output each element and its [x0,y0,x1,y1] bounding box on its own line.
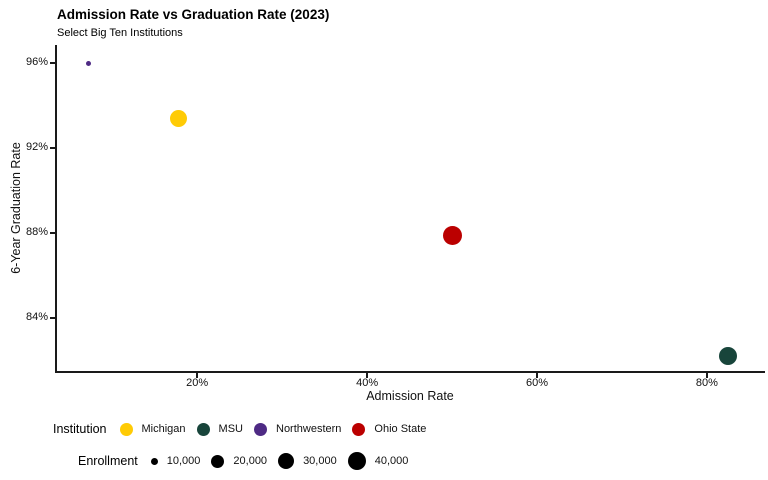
x-tick-mark [536,373,538,378]
enrollment-legend-title: Enrollment [78,454,138,468]
legend-item-msu: MSU [196,422,243,436]
x-tick-label: 40% [356,377,379,389]
size-20000-dot-icon [211,454,225,468]
legend-item-northwestern: Northwestern [254,422,342,436]
chart-subtitle: Select Big Ten Institutions [57,27,183,39]
size-key-label: 20,000 [233,455,268,467]
legend-item-michigan: Michigan [119,422,186,436]
y-tick-mark [50,232,55,234]
legend-item-ohio-state: Ohio State [352,422,427,436]
northwestern-dot-icon [254,422,267,436]
y-tick-mark [50,317,55,319]
x-tick-mark [366,373,368,378]
size-key-label: 30,000 [303,455,337,467]
y-tick-label: 88% [25,225,48,238]
size-key-30000: 30,000 [278,453,337,469]
size-10000-dot-icon [150,457,158,465]
data-point-michigan [169,109,187,127]
data-point-ohio-state [442,225,462,245]
plot-area [55,45,765,373]
legend-item-label: Northwestern [276,423,342,435]
y-tick-label: 96% [25,56,48,69]
size-40000-dot-icon [347,452,366,470]
legend-item-label: MSU [218,423,243,435]
size-key-label: 10,000 [166,455,201,467]
y-tick-mark [50,62,55,64]
michigan-dot-icon [119,422,133,436]
legend-item-label: Ohio State [374,423,427,435]
y-tick-mark [50,147,55,149]
size-30000-dot-icon [278,453,295,469]
x-tick-label: 20% [186,377,209,389]
y-tick-label: 84% [25,310,48,323]
size-key-40000: 40,000 [347,452,409,470]
x-tick-mark [196,373,198,378]
y-axis-title: 6-Year Graduation Rate [9,142,23,274]
size-key-label: 40,000 [374,455,409,467]
x-tick-mark [706,373,708,378]
enrollment-legend: Enrollment 10,000 20,000 30,000 40,000 [78,452,419,470]
legend-item-label: Michigan [141,423,186,435]
ohio-state-dot-icon [352,422,366,436]
data-point-northwestern [85,60,91,66]
x-tick-label: 80% [695,377,718,389]
institution-legend-title: Institution [53,422,107,436]
chart-title: Admission Rate vs Graduation Rate (2023) [57,7,330,22]
x-tick-label: 60% [525,377,549,389]
institution-legend: Institution Michigan MSU Northwestern Oh… [53,420,437,438]
size-key-10000: 10,000 [150,455,201,467]
msu-dot-icon [196,422,210,436]
x-axis-title: Admission Rate [366,389,454,403]
size-key-20000: 20,000 [211,454,268,468]
data-point-msu [719,347,738,366]
y-tick-label: 92% [25,141,48,153]
